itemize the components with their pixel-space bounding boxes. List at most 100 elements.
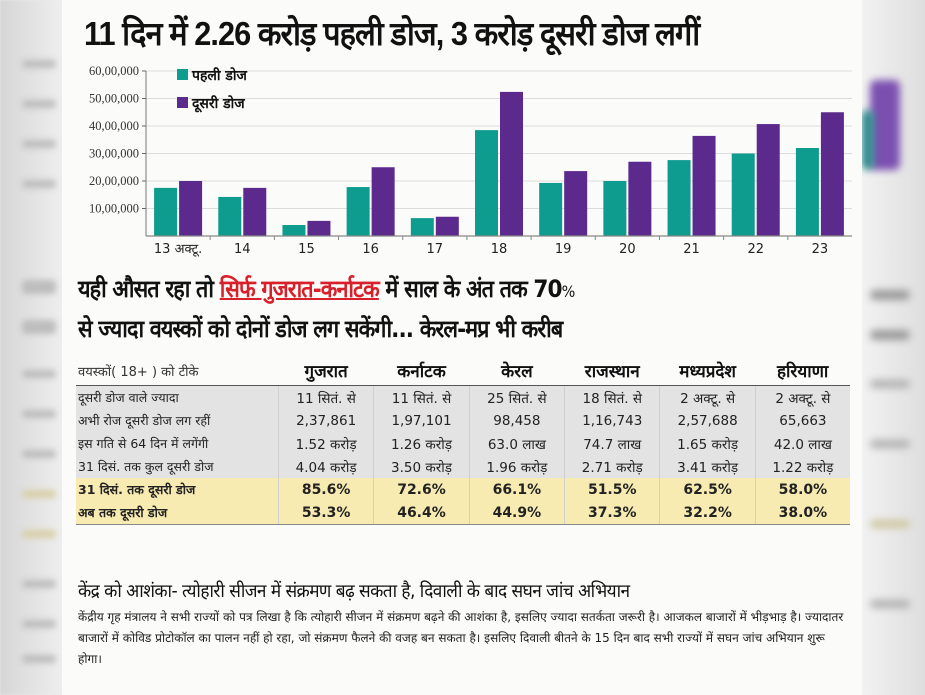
blurred-bar: [862, 110, 874, 170]
table-cell: 1.65 करोड़: [659, 432, 756, 455]
table-cell: 63.0 लाख: [468, 432, 565, 455]
x-axis: 13 अक्टू. 14 15 16 17 18 19 20 21 22 23: [146, 235, 852, 257]
table-cell: 32.2%: [659, 501, 756, 525]
table-row: इस गति से 64 दिन में लगेंगी 1.52 करोड़ 1.2…: [76, 432, 850, 455]
blurred-text-line: [22, 60, 56, 68]
blurred-text-line: [22, 140, 56, 148]
blurred-text-line: [22, 580, 56, 588]
table-cell: 51.5%: [564, 478, 660, 501]
row-label: दूसरी डोज वाले ज्यादा: [76, 385, 279, 409]
subheadline-text: यही औसत रहा तो: [78, 275, 220, 303]
y-tick-label: 50,00,000: [89, 92, 139, 106]
y-tick-label: 40,00,000: [89, 119, 139, 133]
bar-second-dose: [371, 167, 395, 236]
y-tick-label: 60,00,000: [89, 64, 139, 78]
bar-first-dose: [539, 182, 563, 236]
table-cell: 3.41 करोड़: [659, 455, 756, 478]
y-tick-label: 30,00,000: [89, 147, 139, 161]
blurred-left-background: [0, 0, 62, 695]
bar-second-dose: [692, 135, 716, 236]
x-tick-label: 15: [298, 242, 315, 257]
column-header-kerala: केरल: [469, 357, 565, 386]
x-tick-label: 17: [427, 242, 444, 257]
blurred-text-line: [870, 600, 910, 608]
blurred-right-background: [862, 0, 925, 695]
table-row: अब तक दूसरी डोज 53.3% 46.4% 44.9% 37.3% 32.2%…: [76, 501, 850, 525]
row-label: 31 दिसं. तक दूसरी डोज: [76, 478, 279, 501]
table-cell: 4.04 करोड़: [277, 455, 374, 478]
table-cell: 11 सितं. से: [373, 385, 470, 409]
table-cell: 46.4%: [373, 501, 470, 525]
blurred-text-line: [870, 520, 910, 528]
blurred-text-line: [870, 440, 910, 448]
table-cell: 1,97,101: [373, 409, 470, 432]
table-row-header: वयस्कों( 18+ ) को टीके: [76, 357, 279, 386]
bar-second-dose: [500, 91, 523, 237]
bar-second-dose: [756, 124, 780, 236]
table-cell: 72.6%: [373, 478, 470, 501]
bar-first-dose: [154, 187, 178, 236]
column-header-karnataka: कर्नाटक: [373, 357, 470, 386]
legend-label-first-dose: पहली डोज: [191, 67, 247, 84]
bar-second-dose: [628, 161, 652, 236]
bar-first-dose: [346, 187, 370, 236]
bar-first-dose: [731, 153, 755, 236]
row-label: 31 दिसं. तक कुल दूसरी डोज: [76, 455, 279, 478]
bar-first-dose: [410, 218, 434, 236]
subheadline-percent-sign: %: [561, 282, 576, 301]
table-cell: 11 सितं. से: [277, 385, 374, 409]
table-cell: 3.50 करोड़: [373, 455, 470, 478]
table-row: दूसरी डोज वाले ज्यादा 11 सितं. से 11 सितं.…: [76, 385, 850, 409]
chart-legend: पहली डोज दूसरी डोज: [177, 67, 247, 113]
bar-first-dose: [667, 160, 691, 236]
headline: 11 दिन में 2.26 करोड़ पहली डोज, 3 करोड़ …: [84, 15, 700, 52]
subheadline-highlight: सिर्फ गुजरात-कर्नाटक: [219, 275, 380, 303]
x-tick-label: 19: [555, 242, 572, 257]
blurred-text-line: [870, 330, 910, 340]
table-cell: 1,16,743: [564, 409, 660, 432]
row-label: अब तक दूसरी डोज: [76, 501, 279, 525]
blurred-text-line: [22, 280, 56, 294]
table-cell: 74.7 लाख: [564, 432, 660, 455]
blurred-text-line: [22, 100, 56, 108]
blurred-text-line: [22, 530, 56, 538]
blurred-text-line: [870, 380, 910, 388]
table-cell: 1.96 करोड़: [468, 455, 565, 478]
bar-second-dose: [179, 181, 203, 236]
table-cell: 25 सितं. से: [468, 385, 565, 409]
bar-second-dose: [435, 216, 459, 236]
state-vaccination-table: वयस्कों( 18+ ) को टीके गुजरात कर्नाटक के…: [76, 357, 850, 525]
section-body: केंद्रीय गृह मंत्रालय ने सभी राज्यों को …: [78, 610, 844, 666]
blurred-text-line: [22, 450, 56, 458]
section-title: केंद्र को आशंका- त्योहारी सीजन में संक्र…: [78, 581, 630, 602]
y-axis: 10,00,000 20,00,000 30,00,000 40,00,000 50,0…: [89, 64, 147, 236]
blurred-bar: [870, 80, 900, 170]
table-cell: 44.9%: [468, 501, 565, 525]
blurred-text-line: [870, 290, 910, 300]
column-header-gujarat: गुजरात: [278, 357, 374, 386]
table-cell: 37.3%: [564, 501, 660, 525]
table-cell: 65,663: [754, 409, 850, 432]
bar-second-dose: [307, 220, 331, 236]
x-tick-label: 18: [491, 242, 508, 257]
x-tick-label: 16: [362, 242, 379, 257]
y-tick-label: 20,00,000: [89, 174, 139, 188]
blurred-text-line: [22, 410, 56, 418]
subheadline-text: में साल के अंत तक 70: [378, 275, 562, 303]
vaccination-bar-chart: 10,00,000 20,00,000 30,00,000 40,00,000 50,0…: [89, 64, 852, 257]
blurred-text-line: [22, 370, 56, 378]
blurred-text-line: [22, 180, 56, 188]
subheadline-line-2: से ज्यादा वयस्कों को दोनों डोज लग सकेंगी…: [78, 315, 563, 343]
x-tick-label: 14: [234, 242, 251, 257]
table-cell: 2,37,861: [277, 409, 374, 432]
bar-first-dose: [282, 225, 306, 236]
table-cell: 2 अक्टू. से: [754, 385, 850, 409]
table-row: 31 दिसं. तक दूसरी डोज 85.6% 72.6% 66.1% 51.5…: [76, 478, 850, 501]
table-header-row: वयस्कों( 18+ ) को टीके गुजरात कर्नाटक के…: [76, 357, 850, 386]
table-cell: 1.22 करोड़: [754, 455, 850, 478]
blurred-text-line: [22, 655, 56, 663]
bar-first-dose: [218, 196, 242, 236]
blurred-text-line: [22, 620, 56, 628]
column-header-madhya-pradesh: मध्यप्रदेश: [659, 357, 756, 386]
table-cell: 2,57,688: [659, 409, 756, 432]
